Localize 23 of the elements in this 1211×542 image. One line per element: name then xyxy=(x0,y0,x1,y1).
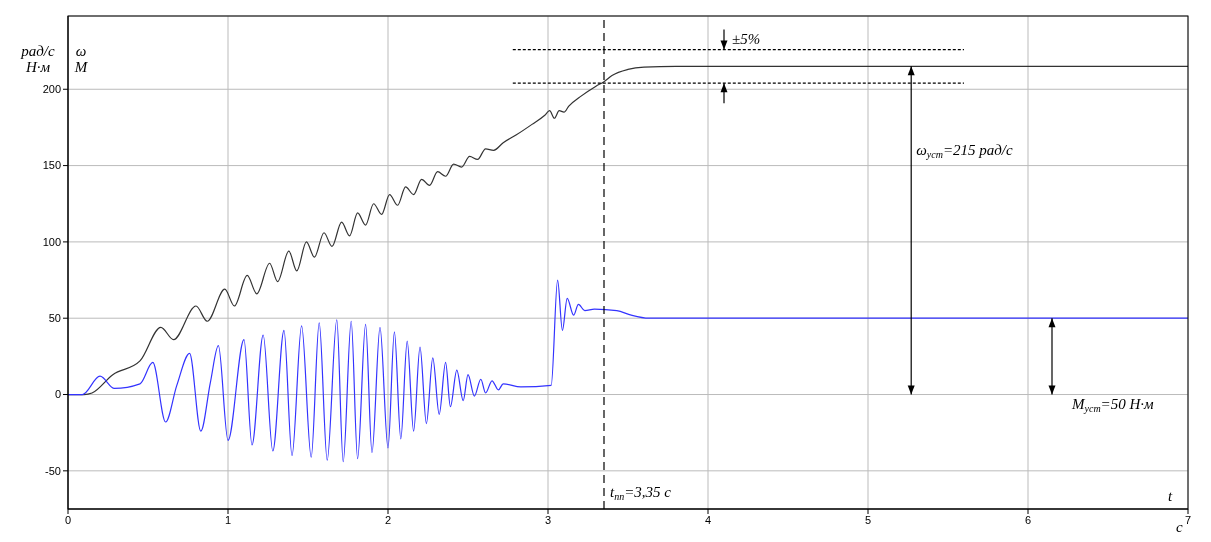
x-tick-label: 1 xyxy=(224,513,232,526)
annotation: ω$_{уст}$=215 рад/с xyxy=(916,141,1014,160)
y-tick-label: 0 xyxy=(54,388,61,401)
x-tick-label: 4 xyxy=(704,513,712,526)
y-tick-label: 150 xyxy=(42,159,61,172)
x-tick-label: 7 xyxy=(1184,513,1192,526)
x-axis-title: t xyxy=(1168,488,1173,504)
x-tick-label: 5 xyxy=(864,513,872,526)
y-tick-label: -50 xyxy=(45,464,61,477)
annotation: ±5% xyxy=(732,30,761,47)
y-tick-label: 200 xyxy=(42,83,61,96)
ref-line-label: t$_{пп}$=3,35 с xyxy=(610,484,672,502)
x-tick-label: 6 xyxy=(1024,513,1032,526)
text: с xyxy=(1176,519,1183,535)
x-tick-label: 0 xyxy=(64,513,72,526)
annotation: ω M xyxy=(73,43,89,75)
x-tick-label: 2 xyxy=(384,513,392,526)
line-series xyxy=(68,279,1188,463)
annotation: M$_{уст}$=50 Н·м xyxy=(1071,395,1155,414)
y-tick-label: 100 xyxy=(42,235,61,248)
y-tick-label: 50 xyxy=(48,312,61,325)
y-axis-title: рад/с Н·м xyxy=(20,43,56,75)
x-tick-label: 3 xyxy=(544,513,552,526)
